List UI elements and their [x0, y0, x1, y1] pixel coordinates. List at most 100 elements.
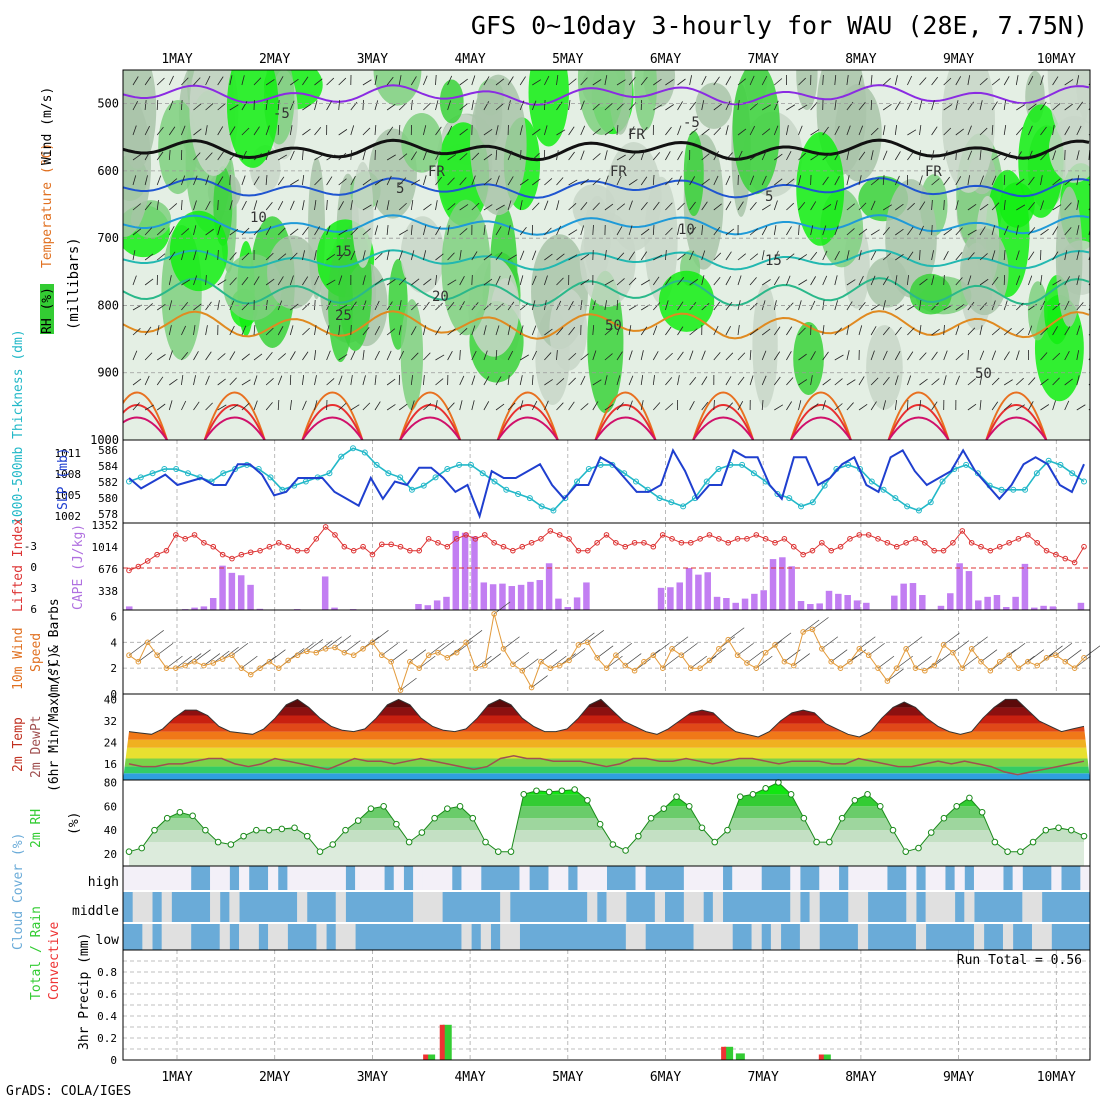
cloud-cell: [587, 891, 597, 923]
side-label-wind: Wind (m/s): [40, 87, 55, 165]
rh2m-point: [508, 849, 514, 855]
rh2m-point: [521, 792, 527, 798]
contour-label: 20: [432, 289, 449, 305]
rh2m-point: [190, 813, 196, 819]
precip-total-bar: [736, 1053, 745, 1060]
cape-tick: 1352: [92, 519, 119, 532]
bottom-date-label: 4MAY: [454, 1070, 485, 1085]
cloud-cell: [945, 891, 955, 923]
rh2m-point: [585, 798, 591, 804]
rh-shade: [1056, 187, 1083, 327]
cloud-cell: [964, 891, 974, 923]
cloud-cell: [810, 923, 820, 950]
rh2m-point: [470, 815, 476, 821]
cloud-cell: [577, 866, 587, 891]
rh2m-point: [406, 839, 412, 845]
wind-ylabel-2: Speed: [29, 633, 44, 672]
rh2m-point: [979, 809, 985, 815]
rh2m-point: [304, 833, 310, 839]
cloud-cell: [471, 866, 481, 891]
rh2m-point: [164, 815, 170, 821]
cloud-cell: [249, 923, 259, 950]
cloud-cell: [800, 923, 810, 950]
contour-label: FR: [628, 127, 645, 143]
cape-bar: [676, 582, 683, 610]
cloud-cell: [365, 866, 375, 891]
temp-bands: [123, 697, 1090, 780]
cloud-cell: [432, 891, 442, 923]
wind10m-barb: [672, 637, 688, 649]
rh2m-point: [814, 839, 820, 845]
rh-tick: 80: [104, 776, 117, 789]
rh2m-point: [903, 849, 909, 855]
rh2m-point: [215, 839, 221, 845]
cape-bar: [723, 598, 730, 610]
rh2m-point: [750, 792, 756, 798]
wind-barb: [1004, 175, 1005, 185]
cape-bar: [863, 603, 870, 610]
rh2m-point: [546, 789, 552, 795]
wind10m-barb: [1065, 650, 1081, 662]
rh-band: [123, 794, 1090, 806]
cloud-cell: [316, 923, 326, 950]
rh2m-point: [1043, 827, 1049, 833]
top-date-label: 8MAY: [845, 52, 876, 67]
cape-bar: [201, 606, 208, 610]
cloud-cell: [210, 866, 220, 891]
rh-tick: 20: [104, 848, 117, 861]
rh-band: [123, 842, 1090, 866]
wind10m-barb: [466, 630, 482, 642]
cape-bar: [1050, 606, 1057, 610]
cloud-cell: [162, 866, 172, 891]
cloud-cell: [423, 891, 433, 923]
rh2m-point: [890, 827, 896, 833]
cloud-cell: [1022, 891, 1032, 923]
precip-tick: 0.8: [97, 966, 117, 979]
rh2m-point: [992, 839, 998, 845]
temp-band: [123, 773, 1090, 780]
cloud-cell: [1013, 866, 1023, 891]
rh-shade: [440, 80, 464, 124]
cape-bar: [555, 599, 562, 610]
rh2m-point: [916, 845, 922, 851]
cloud-cell: [984, 866, 994, 891]
cloud-cell: [626, 923, 636, 950]
precip-tick: 0: [110, 1054, 117, 1067]
cape-bar: [658, 588, 665, 610]
wind10m-barb: [382, 643, 398, 655]
rh2m-point: [597, 821, 603, 827]
cape-bar: [574, 597, 581, 610]
temp-band: [123, 748, 1090, 759]
cape-bar: [751, 594, 758, 610]
xs-side-labels: RH (%)Temperature (°C)Wind (m/s)(milliba…: [40, 87, 82, 334]
cloud-cell: [152, 866, 162, 891]
cape-bar: [219, 566, 226, 610]
cloud-cell: [742, 866, 752, 891]
precip-ylabel: 3hr Precip (mm): [77, 933, 92, 1050]
wind-ylabel: 10m Wind: [11, 627, 26, 690]
rh2m-point: [203, 827, 209, 833]
cloud-cell: [607, 891, 617, 923]
cape-bar: [984, 597, 991, 610]
cloud-cell: [142, 923, 152, 950]
cloud-cell: [877, 866, 887, 891]
top-date-label: 1MAY: [161, 52, 192, 67]
rh-shade: [796, 38, 817, 110]
rh2m-point: [788, 792, 794, 798]
cloud-cell: [868, 866, 878, 891]
cape-bar: [994, 595, 1001, 610]
cloud-cell: [771, 923, 781, 950]
rh2m-point: [801, 815, 807, 821]
top-date-label: 10MAY: [1037, 52, 1076, 67]
contour-label: 10: [250, 210, 267, 226]
temp-tick: 16: [104, 758, 117, 771]
cloud-cell: [220, 866, 230, 891]
cloud-cell: [316, 866, 326, 891]
cloud-cell: [278, 923, 288, 950]
xs-tick-label: 900: [97, 366, 119, 380]
cloud-cell: [181, 923, 191, 950]
temp-band: [123, 767, 1090, 774]
cloud-cell: [1032, 923, 1042, 950]
temp-band: [123, 707, 1090, 715]
rh2m-point: [457, 803, 463, 809]
